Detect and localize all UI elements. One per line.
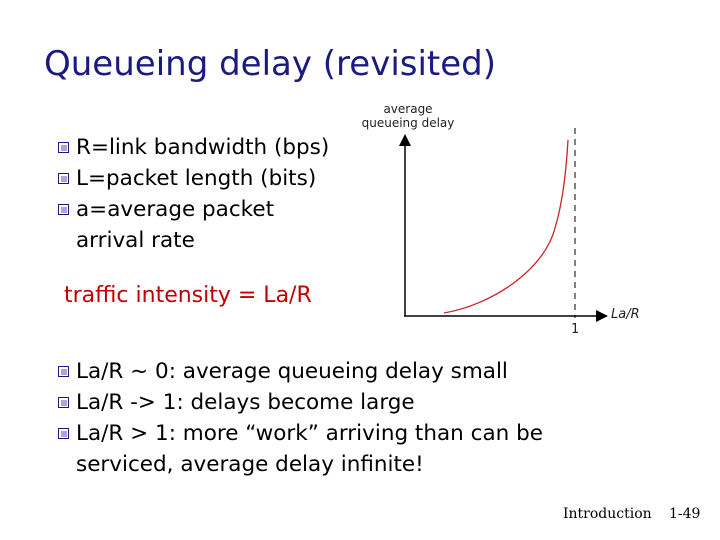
x-axis-label: La/R <box>611 307 640 322</box>
slide-title: Queueing delay (revisited) <box>44 44 497 84</box>
bullet-text: La/R ~ 0: average queueing delay small <box>76 359 508 384</box>
y-axis-label-line1: average <box>383 102 433 116</box>
bullet-text: R=link bandwidth (bps) <box>76 135 330 160</box>
bullet-continuation: arrival rate <box>58 225 329 256</box>
square-bullet-icon <box>58 366 69 377</box>
square-bullet-icon <box>58 173 69 184</box>
bullet-continuation: serviced, average delay infinite! <box>58 449 543 480</box>
top-bullet-list: R=link bandwidth (bps) L=packet length (… <box>58 132 329 256</box>
traffic-intensity-formula: traffic intensity = La/R <box>64 283 312 308</box>
square-bullet-icon <box>58 397 69 408</box>
bullet-text: a=average packet <box>76 197 275 222</box>
bullet-text: arrival rate <box>76 228 195 253</box>
square-bullet-icon <box>58 142 69 153</box>
delay-curve <box>443 139 569 314</box>
x-tick-label: 1 <box>571 322 580 337</box>
bullet-item: R=link bandwidth (bps) <box>58 132 329 163</box>
bottom-bullet-list: La/R ~ 0: average queueing delay small L… <box>58 356 543 480</box>
bullet-text: serviced, average delay infinite! <box>76 452 424 477</box>
square-bullet-icon <box>58 204 69 215</box>
bullet-item: La/R > 1: more “work” arriving than can … <box>58 418 543 449</box>
y-axis-label: average queueing delay <box>358 102 458 130</box>
y-axis-label-line2: queueing delay <box>361 116 455 130</box>
footer-slide-number: 1-49 <box>669 506 701 522</box>
bullet-item: a=average packet <box>58 194 329 225</box>
bullet-item: La/R -> 1: delays become large <box>58 387 543 418</box>
bullet-item: La/R ~ 0: average queueing delay small <box>58 356 543 387</box>
bullet-item: L=packet length (bits) <box>58 163 329 194</box>
bullet-text: La/R -> 1: delays become large <box>76 390 415 415</box>
bullet-text: L=packet length (bits) <box>76 166 317 191</box>
footer-section-label: Introduction <box>563 506 652 522</box>
square-bullet-icon <box>58 428 69 439</box>
bullet-text: La/R > 1: more “work” arriving than can … <box>76 421 543 446</box>
